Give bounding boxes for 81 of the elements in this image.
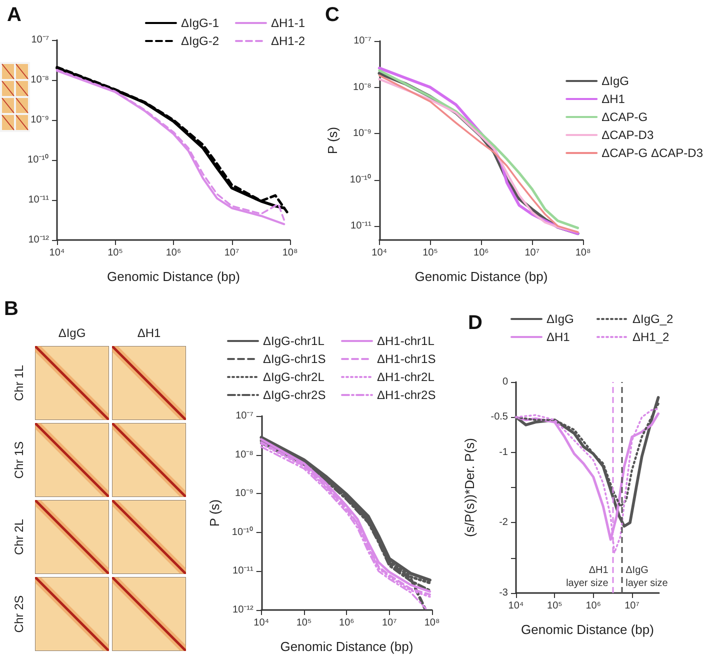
x-tick-label: 10⁴ [49,248,65,258]
legend-label: ΔIgG [602,74,629,88]
legend-label: ΔIgG-2 [180,34,220,48]
y-tick-label: -2 [499,517,508,528]
legend-label: ΔCAP-G ΔCAP-D3 [602,146,704,160]
category-label: Chr 1S [12,441,26,479]
x-tick-label: 10⁵ [422,248,438,258]
legend-label: ΔH1_2 [632,330,670,344]
category-label: Chr 1L [12,364,26,402]
legend-label: ΔIgG [546,312,574,326]
category-label: Chr 2L [12,518,26,556]
legend-label: ΔIgG-chr2L [263,370,325,384]
chart-title: D [468,312,482,334]
legend-label: ΔH1-chr1L [377,334,435,348]
x-tick-label: 10⁶ [339,618,354,628]
ref-line-label: ΔIgG layer size [626,565,668,589]
y-tick-label: 10⁻¹⁰ [28,154,49,166]
y-tick-label: 0 [502,376,508,388]
x-axis-title: Genomic Distance (bp) [414,269,548,284]
y-tick-label: 10⁻⁷ [31,34,50,46]
y-tick-label: 10⁻⁸ [353,82,372,93]
y-tick-label: 10⁻⁸ [235,449,254,460]
y-tick-label: 10⁻¹¹ [28,194,50,206]
x-tick-label: 10⁶ [474,248,489,258]
y-tick-label: 10⁻¹⁰ [232,526,254,538]
x-tick-label: 10⁴ [508,600,524,612]
y-tick-label: 10⁻⁷ [354,36,372,46]
y-tick-label: 10⁻⁸ [30,74,49,86]
x-tick-label: 10⁷ [624,600,640,612]
chart-title: C [325,4,340,26]
x-tick-label: 10⁷ [524,248,540,258]
x-tick-label: 10⁵ [547,600,562,612]
legend-label: ΔH1-2 [270,34,306,48]
category-label: ΔIgG [57,326,87,340]
y-tick-label: 10⁻¹⁰ [350,173,372,186]
x-tick-label: 10⁵ [296,618,312,628]
x-tick-label: 10⁴ [372,248,388,258]
y-axis-title: (s/P(s))*Der. P(s) [462,438,477,537]
x-tick-label: 10⁴ [254,618,270,628]
y-tick-label: 10⁻¹¹ [350,220,372,232]
legend-label: ΔH1-chr2S [377,388,436,402]
y-tick-label: 10⁻⁹ [30,114,49,126]
ref-line-label: ΔH1 layer size [566,565,609,589]
y-axis-title: P (s) [325,126,340,154]
x-tick-label: 10⁷ [382,618,398,628]
legend-label: ΔIgG-chr2S [263,388,326,402]
y-tick-label: -3 [499,588,508,598]
y-tick-label: 10⁻¹¹ [232,566,254,577]
legend-label: ΔH1 [602,92,626,106]
x-tick-label: 10⁶ [586,600,601,612]
y-tick-label: 10⁻⁹ [352,128,372,140]
x-axis-title: Genomic Distance (bp) [107,269,240,284]
y-tick-label: -1 [499,446,508,458]
legend-label: ΔH1 [546,330,570,344]
legend-label: ΔCAP-D3 [602,128,654,142]
legend-label: ΔH1-chr2L [377,370,435,384]
x-tick-label: 10⁸ [282,248,298,258]
x-tick-label: 10⁶ [166,248,182,258]
x-axis-title: Genomic Distance (bp) [280,639,414,654]
legend-label: ΔIgG-chr1L [263,334,325,348]
x-tick-label: 10⁸ [575,248,591,258]
text: B [4,298,18,321]
legend-label: ΔIgG_2 [632,312,674,326]
y-tick-label: 10⁻⁹ [234,488,254,500]
y-tick-label: 10⁻¹² [28,234,50,246]
y-tick-label: -0.5 [490,412,508,423]
x-tick-label: 10⁷ [224,248,240,258]
x-tick-label: 10⁸ [424,618,440,628]
legend-label: ΔIgG-1 [180,16,220,30]
category-label: Chr 2S [12,595,26,633]
legend-label: ΔH1-1 [270,16,306,30]
y-tick-label: 10⁻⁷ [236,410,254,422]
legend-label: ΔIgG-chr1S [263,352,326,366]
legend-label: ΔH1-chr1S [377,352,436,366]
x-tick-label: 10⁵ [108,248,123,258]
chart-title: A [7,4,22,26]
y-tick-label: 10⁻¹² [232,604,254,616]
y-axis-title: P (s) [207,499,222,527]
category-label: ΔH1 [136,326,162,340]
legend-label: ΔCAP-G [602,110,648,124]
x-axis-title: Genomic Distance (bp) [521,622,654,637]
